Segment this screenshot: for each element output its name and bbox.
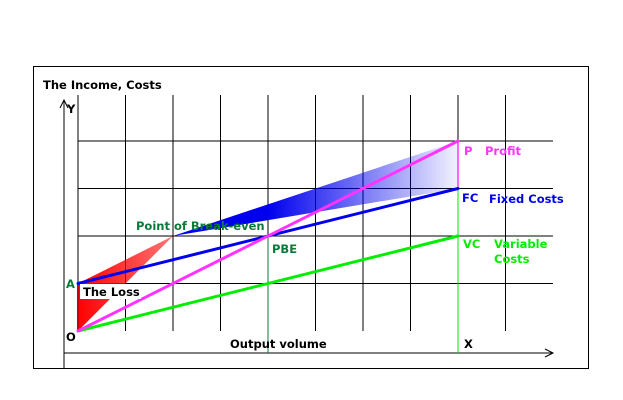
profit-area	[173, 141, 458, 236]
variable-costs-label-2: Costs	[494, 252, 530, 266]
loss-area	[78, 236, 173, 331]
y-axis-arrow	[59, 98, 69, 109]
y-axis-mark: Y	[66, 102, 76, 116]
profit-label: Profit	[485, 144, 522, 158]
origin-label: O	[66, 330, 76, 344]
x-axis-label: Output volume	[230, 337, 327, 351]
income-line	[76, 139, 460, 333]
fixed-costs-label: Fixed Costs	[489, 192, 564, 206]
diagram-frame	[33, 66, 589, 369]
point-fc-label: FC	[462, 191, 478, 205]
point-p-label: P	[464, 144, 472, 158]
y-axis-label: The Income, Costs	[43, 78, 162, 92]
x-axis-arrow	[544, 348, 555, 358]
x-axis-mark: X	[464, 337, 473, 351]
loss-label: The Loss	[83, 285, 140, 299]
point-vc-label: VC	[463, 237, 480, 251]
point-a-label: A	[66, 277, 75, 291]
break-even-label: Point of Break-even	[136, 219, 265, 233]
point-pbe-label: PBE	[272, 242, 297, 256]
series-lines	[76, 139, 460, 353]
variable-costs-label-1: Variable	[494, 237, 548, 251]
variable-costs-line	[76, 234, 460, 333]
loss-label-box	[80, 284, 141, 299]
